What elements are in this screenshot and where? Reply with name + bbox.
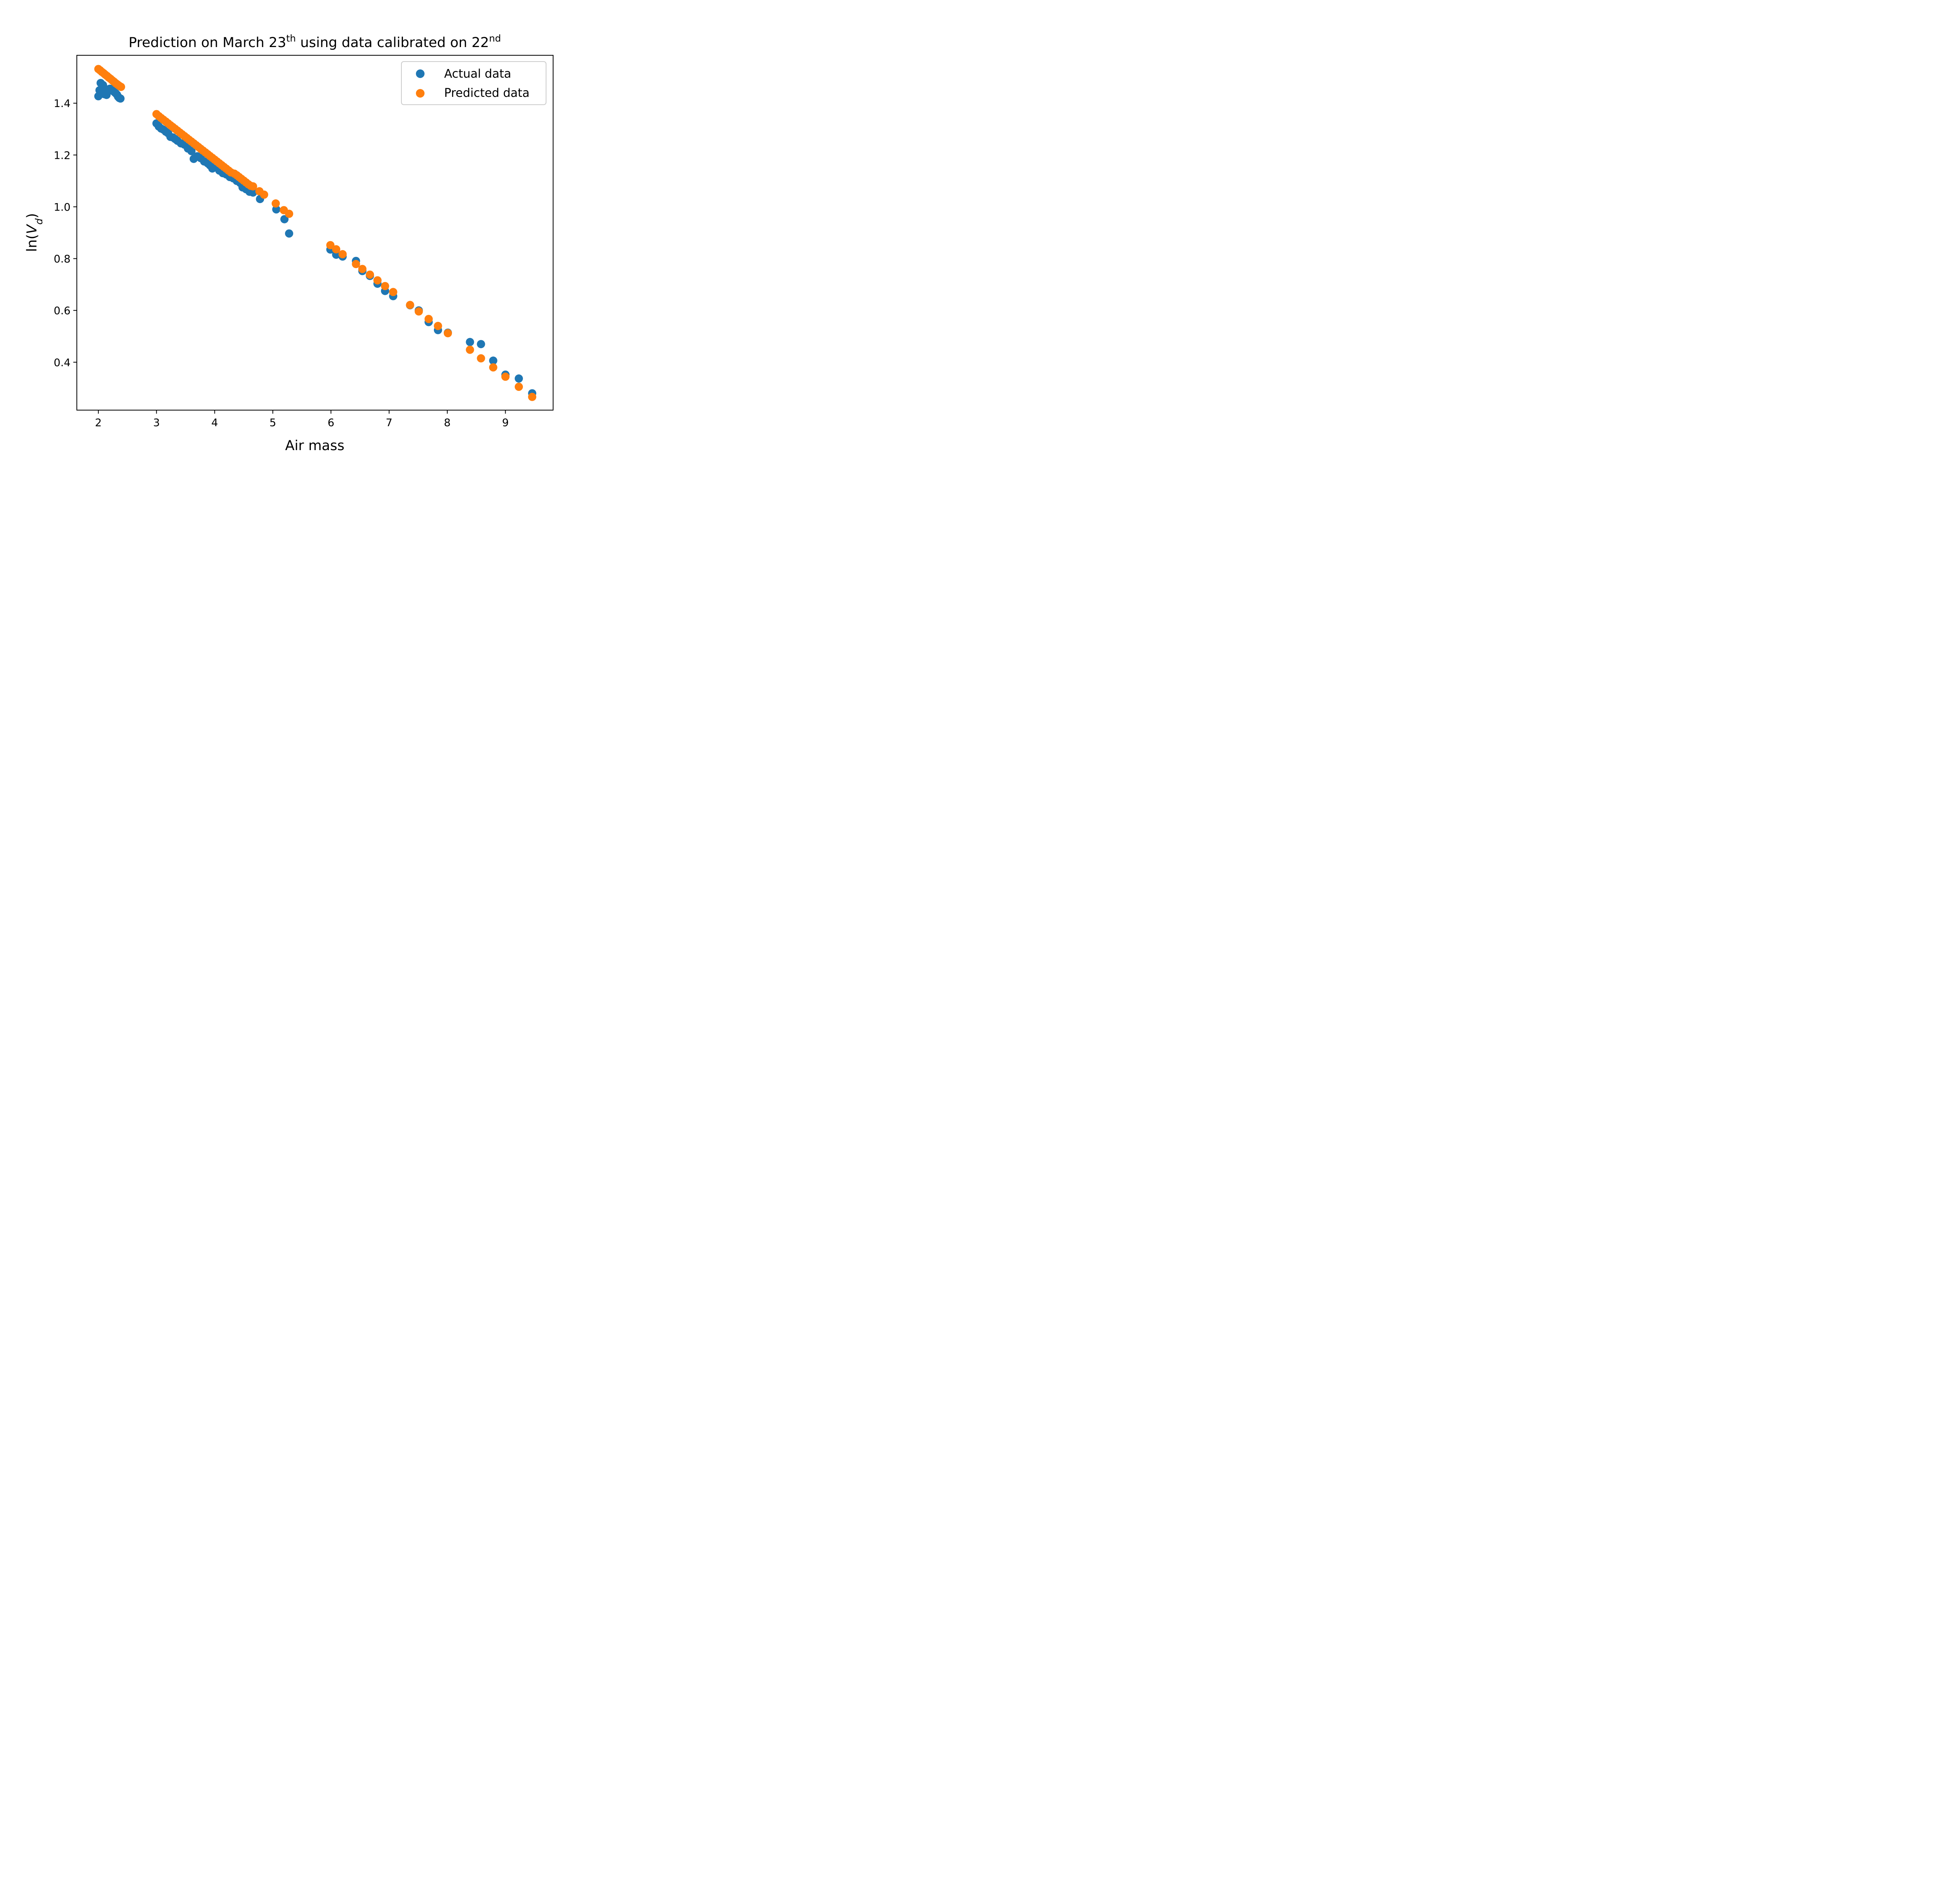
- predicted-data-point: [406, 301, 414, 309]
- x-tick-label: 3: [153, 417, 160, 429]
- y-tick-label: 0.4: [54, 357, 71, 369]
- data-points: [94, 65, 537, 401]
- predicted-data-point: [515, 383, 523, 391]
- predicted-data-point: [381, 282, 389, 291]
- predicted-data-point: [477, 354, 485, 363]
- x-tick-label: 8: [444, 417, 450, 429]
- legend-label-actual: Actual data: [444, 67, 511, 81]
- actual-data-point: [489, 356, 497, 365]
- predicted-data-point: [489, 363, 497, 372]
- predicted-data-point: [358, 265, 367, 273]
- x-tick-label: 9: [502, 417, 509, 429]
- y-axis-label: ln(Vd): [24, 213, 45, 252]
- x-tick-label: 2: [95, 417, 102, 429]
- x-tick-label: 6: [328, 417, 334, 429]
- predicted-data-point: [338, 250, 347, 258]
- predicted-data-point: [352, 260, 360, 268]
- predicted-data-point: [373, 276, 382, 285]
- actual-data-point: [280, 215, 289, 223]
- predicted-data-point: [501, 372, 510, 381]
- predicted-data-point: [466, 345, 474, 354]
- actual-data-point: [249, 188, 257, 197]
- actual-data-point: [116, 94, 125, 103]
- predicted-data-point: [366, 271, 374, 279]
- actual-data-point: [515, 374, 523, 383]
- predicted-data-point: [389, 288, 397, 296]
- predicted-data-point: [434, 322, 442, 330]
- scatter-chart: Prediction on March 23th using data cali…: [0, 0, 606, 455]
- actual-data-point: [285, 229, 293, 238]
- actual-data-point: [187, 147, 196, 155]
- y-tick-label: 1.2: [54, 149, 71, 162]
- y-tick-label: 0.8: [54, 253, 71, 265]
- predicted-data-point: [528, 392, 537, 401]
- actual-data-point: [466, 338, 474, 346]
- predicted-data-point: [425, 315, 433, 323]
- x-axis-label: Air mass: [285, 438, 344, 454]
- predicted-data-point: [260, 190, 269, 199]
- predicted-data-point: [285, 209, 293, 218]
- x-axis-ticks: 2 3 4 5 6 7 8 9: [95, 410, 509, 429]
- y-axis-ticks: 0.4 0.6 0.8 1.0 1.2 1.4: [54, 98, 77, 369]
- predicted-data-point: [271, 199, 280, 208]
- predicted-data-point: [332, 245, 341, 254]
- legend-box: [401, 61, 546, 105]
- legend-marker-predicted: [416, 89, 425, 98]
- y-tick-label: 1.4: [54, 98, 71, 110]
- predicted-data-point: [117, 83, 125, 91]
- y-tick-label: 1.0: [54, 201, 71, 213]
- predicted-data-point: [326, 241, 335, 249]
- x-tick-label: 5: [269, 417, 276, 429]
- plot-area: [76, 55, 554, 411]
- predicted-data-point: [414, 307, 423, 316]
- legend-marker-actual: [416, 69, 425, 78]
- y-tick-label: 0.6: [54, 305, 71, 317]
- x-tick-label: 4: [211, 417, 218, 429]
- x-tick-label: 7: [386, 417, 392, 429]
- legend: Actual data Predicted data: [401, 61, 546, 105]
- actual-data-point: [477, 340, 485, 349]
- chart-title: Prediction on March 23th using data cali…: [129, 33, 501, 51]
- legend-label-predicted: Predicted data: [444, 86, 530, 100]
- actual-data-point: [272, 205, 281, 214]
- predicted-data-point: [249, 182, 257, 191]
- predicted-data-point: [444, 329, 452, 338]
